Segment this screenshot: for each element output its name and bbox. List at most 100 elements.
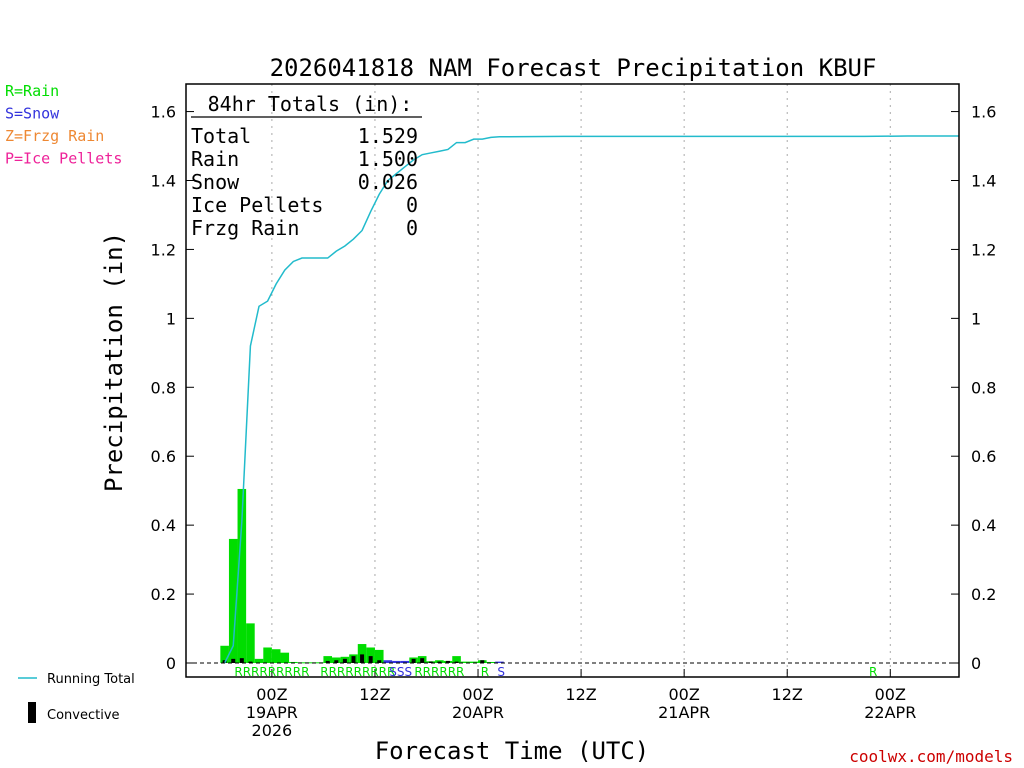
precip-key-1: S=Snow — [5, 105, 60, 123]
precip-bar-29 — [469, 661, 479, 663]
convective-bar-11 — [411, 658, 416, 663]
convective-bar-14 — [437, 661, 442, 663]
totals-value-3: 0 — [406, 193, 418, 217]
y-tick-label-left-5: 1 — [166, 309, 176, 328]
y-tick-label-left-8: 1.6 — [151, 103, 176, 122]
x-tick-label-0-0: 00Z — [256, 685, 287, 704]
precip-bar-32 — [495, 661, 504, 663]
y-tick-label-left-4: 0.8 — [151, 378, 176, 397]
x-tick-label-2-1: 20APR — [452, 703, 504, 722]
running-total-layer — [223, 135, 959, 664]
precip-bar-21 — [400, 660, 410, 663]
precip-bar-16 — [357, 644, 367, 663]
x-tick-label-3-0: 12Z — [565, 685, 596, 704]
totals-value-0: 1.529 — [358, 124, 418, 148]
x-tick-label-4-0: 00Z — [668, 685, 699, 704]
bars-layer — [220, 488, 504, 664]
precip-bar-1 — [228, 538, 238, 663]
totals-title: 84hr Totals (in): — [208, 92, 413, 116]
precip-bar-7 — [280, 652, 290, 663]
convective-bar-9 — [368, 656, 373, 663]
precip-bar-2 — [237, 488, 247, 663]
y-tick-label-right-8: 1.6 — [971, 103, 996, 122]
precip-bar-17 — [366, 647, 375, 663]
plot-frame — [185, 83, 960, 678]
convective-bar-15 — [445, 660, 450, 663]
legend: Running Total Convective — [18, 672, 135, 723]
x-tick-label-2-0: 00Z — [462, 685, 493, 704]
grid-layer — [271, 84, 891, 677]
precip-type-label-0: RRRRRRRRR — [234, 665, 309, 679]
y-tick-label-right-5: 1 — [971, 309, 981, 328]
precip-type-label-2: SSS — [389, 665, 412, 679]
precip-bar-5 — [263, 647, 272, 663]
convective-bar-1 — [231, 658, 236, 663]
precip-bar-0 — [220, 645, 229, 663]
totals-box: 84hr Totals (in): Total 1.529 Rain 1.500 Sno… — [191, 92, 422, 240]
totals-label-0: Total — [191, 124, 251, 148]
y-tick-label-left-0: 0 — [166, 654, 176, 673]
totals-rows: Total 1.529 Rain 1.500 Snow 0.026 Ice Pellets 0… — [191, 124, 418, 240]
convective-bar-7 — [351, 656, 356, 663]
legend-convective-label: Convective — [47, 708, 120, 723]
totals-value-1: 1.500 — [358, 147, 418, 171]
chart-title: 2026041818 NAM Forecast Precipitation KB… — [270, 54, 877, 82]
totals-label-1: Rain — [191, 147, 239, 171]
x-tick-label-1-0: 12Z — [359, 685, 390, 704]
y-tick-label-left-3: 0.6 — [151, 447, 176, 466]
y-tick-label-right-1: 0.2 — [971, 585, 996, 604]
convective-bar-13 — [428, 661, 433, 663]
precip-type-key: R=Rain S=Snow Z=Frzg Rain P=Ice Pellets — [5, 82, 122, 168]
convective-bar-12 — [420, 658, 425, 663]
convective-bar-10 — [377, 660, 382, 663]
y-tick-label-right-3: 0.6 — [971, 447, 996, 466]
precip-key-0: R=Rain — [5, 82, 59, 100]
x-tick-label-0-1: 19APR — [246, 703, 298, 722]
convective-bar-4 — [325, 660, 330, 663]
precip-bar-4 — [254, 658, 264, 663]
totals-label-3: Ice Pellets — [191, 193, 323, 217]
precip-type-label-5: S — [497, 665, 505, 679]
totals-label-4: Frzg Rain — [191, 216, 299, 240]
x-tick-label-5-0: 12Z — [772, 685, 803, 704]
x-tick-label-0-2: 2026 — [252, 721, 293, 740]
precip-bar-28 — [460, 661, 470, 663]
totals-value-4: 0 — [406, 216, 418, 240]
y-axis-left: 0 0.2 0.4 0.6 0.8 1 1.2 1.4 1.6 — [151, 103, 194, 673]
totals-label-2: Snow — [191, 170, 240, 194]
credit-text: coolwx.com/models — [849, 747, 1013, 766]
legend-convective-swatch — [28, 702, 36, 723]
y-tick-label-left-7: 1.4 — [151, 172, 176, 191]
y-tick-label-left-2: 0.4 — [151, 516, 176, 535]
precip-key-2: Z=Frzg Rain — [5, 127, 104, 145]
precip-type-label-3: RRRRRR — [414, 665, 464, 679]
x-tick-label-6-0: 00Z — [875, 685, 906, 704]
running-total-line — [223, 135, 959, 664]
convective-bar-8 — [360, 654, 365, 663]
legend-running-total-label: Running Total — [47, 672, 135, 687]
precip-bar-10 — [306, 662, 315, 664]
convective-bar-3 — [248, 661, 253, 663]
convective-bar-6 — [342, 658, 347, 663]
precip-bar-18 — [374, 649, 384, 663]
y-tick-label-right-6: 1.2 — [971, 240, 996, 259]
axes-layer — [185, 83, 960, 678]
precip-bar-19 — [383, 660, 393, 663]
convective-bar-5 — [334, 660, 339, 663]
precip-key-3: P=Ice Pellets — [5, 150, 122, 168]
x-tick-label-4-1: 21APR — [658, 703, 710, 722]
x-axis-label: Forecast Time (UTC) — [375, 737, 650, 765]
precip-bar-31 — [486, 661, 496, 663]
precip-bar-8 — [289, 661, 298, 663]
precip-bar-27 — [452, 656, 461, 663]
precip-bar-12 — [323, 656, 333, 663]
convective-bar-16 — [454, 661, 459, 663]
convective-bar-2 — [239, 658, 244, 663]
y-tick-label-right-0: 0 — [971, 654, 981, 673]
precip-bar-3 — [246, 623, 255, 663]
precip-bar-6 — [271, 649, 281, 663]
precip-bar-20 — [392, 660, 401, 663]
y-tick-label-right-2: 0.4 — [971, 516, 996, 535]
